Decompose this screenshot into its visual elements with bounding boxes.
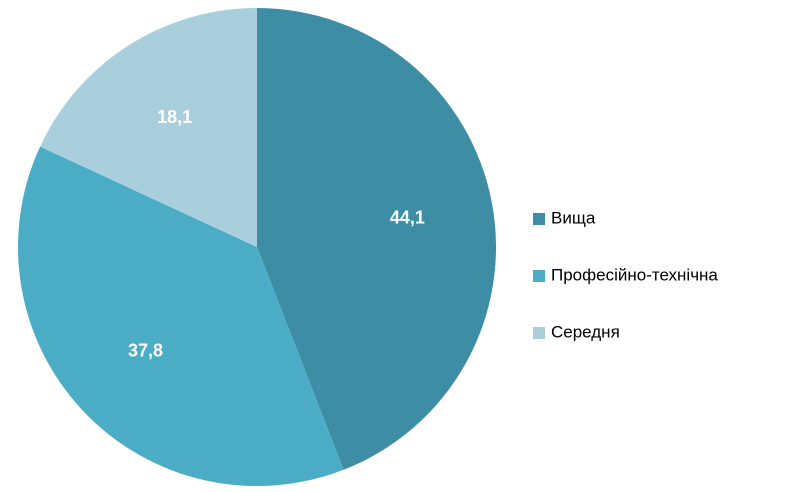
legend-swatch [533, 213, 545, 225]
pie-slice [40, 8, 257, 247]
pie-slice [257, 8, 496, 470]
legend-label: Вища [551, 208, 596, 227]
data-label: 37,8 [128, 340, 163, 360]
legend-label: Середня [551, 322, 620, 341]
legend-label: Професійно-технічна [551, 265, 718, 284]
legend-swatch [533, 327, 545, 339]
data-label: 18,1 [157, 107, 192, 127]
pie-slice [18, 146, 344, 486]
data-label: 44,1 [390, 208, 425, 228]
legend-swatch [533, 270, 545, 282]
